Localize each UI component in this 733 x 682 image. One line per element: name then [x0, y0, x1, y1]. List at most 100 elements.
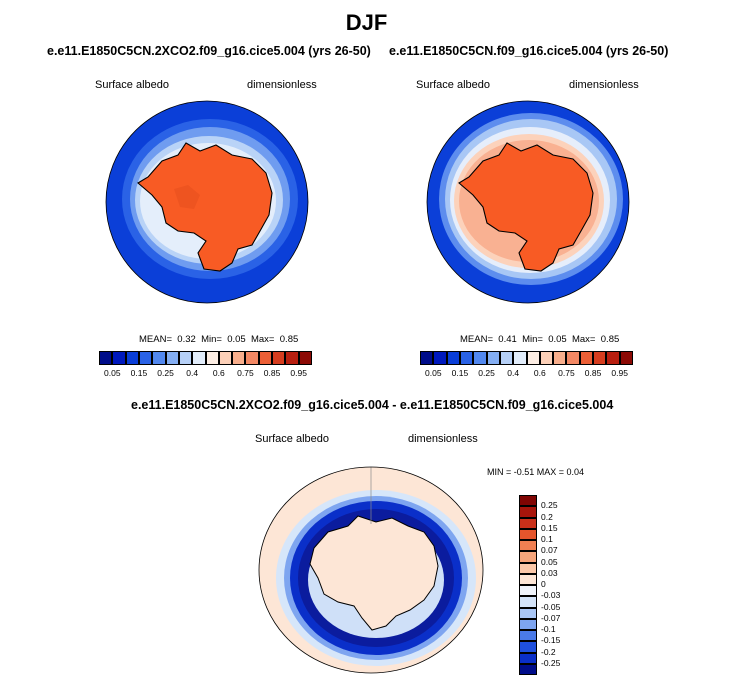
- colorbar-swatch: [473, 351, 487, 365]
- colorbar-swatch: [566, 351, 580, 365]
- colorbar-tick-label: 0.85: [584, 368, 602, 378]
- colorbar-diff-labels: 0.25 0.2 0.15 0.1 0.07 0.05 0.03 0 -0.03 -0.05 -0.…: [541, 495, 581, 675]
- panel-case-units: dimensionless: [247, 79, 317, 91]
- panel-diff-minmax: MIN = -0.51 MAX = 0.04: [487, 467, 585, 477]
- colorbar-swatch: [152, 351, 166, 365]
- colorbar-swatch: [205, 351, 219, 365]
- antarctica-outline: [309, 515, 439, 631]
- colorbar-swatch: [258, 351, 273, 365]
- colorbar-swatch: [593, 351, 607, 365]
- colorbar-swatch: [519, 540, 537, 552]
- colorbar-swatch: [218, 351, 233, 365]
- colorbar-swatch: [446, 351, 460, 365]
- map-control: [426, 100, 630, 304]
- panel-diff-title: e.e11.E1850C5CN.2XCO2.f09_g16.cice5.004 …: [131, 398, 614, 412]
- colorbar-swatch: [486, 351, 500, 365]
- colorbar-tick-label: 0.4: [186, 368, 199, 378]
- map-diff: [258, 466, 484, 674]
- colorbar-tick-label: 0.03: [541, 567, 558, 578]
- colorbar-swatch: [433, 351, 447, 365]
- colorbar-swatch: [519, 641, 537, 653]
- map-case: [105, 100, 309, 304]
- colorbar-swatch: [459, 351, 474, 365]
- colorbar-swatch: [579, 351, 594, 365]
- colorbar-tick-label: -0.1: [541, 624, 556, 634]
- colorbar-tick-label: 0.15: [130, 368, 148, 378]
- colorbar-swatch: [526, 351, 540, 365]
- colorbar-tick-label: -0.2: [541, 646, 556, 657]
- colorbar-tick-label: 0.07: [541, 545, 558, 556]
- colorbar-tick-label: 0.2: [541, 511, 553, 522]
- colorbar-tick-label: 0.05: [104, 368, 121, 378]
- colorbar-swatch: [519, 517, 537, 529]
- colorbar-tick-label: 0.05: [425, 368, 442, 378]
- colorbar-tick-label: 0.4: [507, 368, 520, 378]
- colorbar-tick-label: 0.6: [533, 368, 546, 378]
- colorbar-swatch: [513, 351, 527, 365]
- colorbar-swatch: [519, 528, 537, 540]
- colorbar-tick-label: -0.07: [541, 612, 561, 623]
- colorbar-tick-label: 0.25: [478, 368, 495, 378]
- colorbar-swatch: [272, 351, 286, 365]
- colorbar-swatch: [519, 506, 537, 518]
- antarctica-fill: [458, 142, 594, 272]
- colorbar-swatch: [499, 351, 514, 365]
- colorbar-swatch: [519, 652, 537, 664]
- panel-case-variable: Surface albedo: [95, 79, 169, 91]
- colorbar-swatch: [539, 351, 554, 365]
- panel-control-variable: Surface albedo: [416, 79, 490, 91]
- colorbar-tick-label: 0.15: [541, 522, 558, 533]
- colorbar-swatch: [519, 495, 537, 507]
- colorbar-swatch: [519, 607, 537, 619]
- colorbar-swatch: [285, 351, 299, 365]
- panel-diff-units: dimensionless: [408, 433, 478, 445]
- colorbar-swatch: [519, 562, 537, 574]
- colorbar-tick-label: 0.6: [212, 368, 225, 378]
- colorbar-swatch: [245, 351, 259, 365]
- figure-title: DJF: [345, 10, 388, 35]
- colorbar-tick-label: -0.25: [541, 657, 561, 668]
- colorbar-swatch: [165, 351, 179, 365]
- colorbar-swatch: [519, 663, 537, 675]
- colorbar-swatch: [99, 351, 113, 365]
- colorbar-tick-label: 0.25: [541, 500, 558, 511]
- colorbar-tick-label: 0: [541, 579, 546, 589]
- colorbar-tick-label: 0.05: [541, 556, 558, 567]
- colorbar-swatch: [298, 351, 312, 365]
- colorbar-swatch: [519, 596, 537, 608]
- colorbar-control-labels: 0.05 0.15 0.25 0.4 0.6 0.75 0.85 0.95: [420, 368, 633, 380]
- colorbar-swatch: [519, 551, 537, 563]
- colorbar-swatch: [138, 351, 153, 365]
- colorbar-swatch: [178, 351, 193, 365]
- colorbar-tick-label: -0.03: [541, 590, 561, 601]
- colorbar-swatch: [606, 351, 620, 365]
- colorbar-swatch: [519, 585, 537, 597]
- colorbar-tick-label: -0.05: [541, 601, 561, 612]
- panel-control-units: dimensionless: [569, 79, 639, 91]
- colorbar-swatch: [619, 351, 633, 365]
- colorbar-tick-label: 0.25: [157, 368, 174, 378]
- panel-case-stats: MEAN= 0.32 Min= 0.05 Max= 0.85: [139, 334, 299, 345]
- colorbar-swatch: [519, 573, 537, 585]
- colorbar-tick-label: 0.85: [263, 368, 281, 378]
- panel-control-title: e.e11.E1850C5CN.f09_g16.cice5.004 (yrs 2…: [389, 44, 669, 58]
- colorbar-tick-label: 0.95: [611, 368, 628, 378]
- colorbar-swatch: [553, 351, 567, 365]
- colorbar-swatch: [112, 351, 126, 365]
- colorbar-tick-label: 0.15: [451, 368, 469, 378]
- panel-control-stats: MEAN= 0.41 Min= 0.05 Max= 0.85: [460, 334, 620, 345]
- colorbar-tick-label: 0.1: [541, 534, 553, 544]
- colorbar-control: [420, 351, 633, 365]
- colorbar-tick-label: 0.75: [237, 368, 254, 378]
- colorbar-diff: [519, 495, 537, 675]
- colorbar-case: [99, 351, 312, 365]
- antarctica-fill: [137, 142, 273, 272]
- colorbar-swatch: [519, 630, 537, 642]
- colorbar-swatch: [125, 351, 139, 365]
- colorbar-tick-label: 0.95: [290, 368, 307, 378]
- colorbar-tick-label: -0.15: [541, 635, 561, 646]
- colorbar-swatch: [192, 351, 206, 365]
- colorbar-tick-label: 0.75: [558, 368, 575, 378]
- colorbar-case-labels: 0.05 0.15 0.25 0.4 0.6 0.75 0.85 0.95: [99, 368, 312, 380]
- colorbar-swatch: [519, 618, 537, 630]
